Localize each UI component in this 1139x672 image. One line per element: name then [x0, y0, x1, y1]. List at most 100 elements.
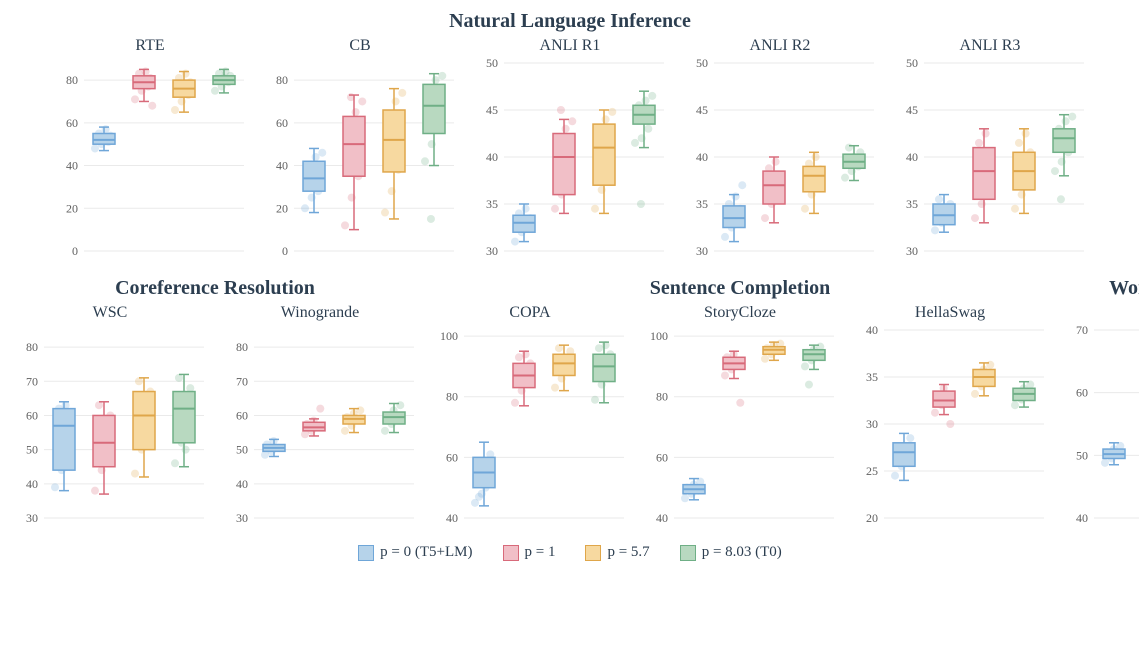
- section-title: Sentence Completion: [650, 277, 831, 300]
- panel-rte: RTE 020406080: [50, 37, 250, 257]
- figure-root: Natural Language Inference RTE 0 20 40 60 80…: [10, 10, 1130, 561]
- legend-label: p = 5.7: [607, 544, 649, 561]
- panel-svg-anli_r2: 3035404550: [680, 57, 880, 257]
- scatter-point: [681, 494, 689, 502]
- scatter-point: [1011, 205, 1019, 213]
- ytick-label: 50: [486, 57, 498, 70]
- scatter-point: [318, 149, 326, 157]
- ytick-label: 50: [1076, 448, 1088, 462]
- scatter-point: [568, 117, 576, 125]
- box: [803, 166, 825, 191]
- ytick-label: 35: [906, 197, 918, 211]
- section-block: Natural Language Inference RTE 0 20 40 60 80…: [50, 10, 1090, 267]
- scatter-point: [551, 384, 559, 392]
- ytick-label: 20: [66, 201, 78, 215]
- ytick-label: 60: [656, 450, 668, 464]
- panel-row: RTE 020406080 CB 020406080 ANLI R1 30354…: [50, 37, 1090, 257]
- scatter-point: [841, 174, 849, 182]
- scatter-point: [316, 405, 324, 413]
- ytick-label: 30: [236, 511, 248, 524]
- scatter-point: [931, 409, 939, 417]
- ytick-label: 0: [72, 244, 78, 257]
- panel-anli_r2: ANLI R2 3035404550: [680, 37, 880, 257]
- ytick-label: 50: [906, 57, 918, 70]
- ytick-label: 0: [282, 244, 288, 257]
- ytick-label: 40: [656, 511, 668, 524]
- scatter-point: [631, 139, 639, 147]
- scatter-point: [637, 200, 645, 208]
- scatter-point: [211, 87, 219, 95]
- scatter-point: [608, 108, 616, 116]
- scatter-point: [301, 204, 309, 212]
- panel-svg-anli_r1: 3035404550: [470, 57, 670, 257]
- ytick-label: 30: [906, 244, 918, 257]
- scatter-point: [171, 106, 179, 114]
- ytick-label: 45: [696, 103, 708, 117]
- scatter-point: [986, 361, 994, 369]
- scatter-point: [352, 108, 360, 116]
- ytick-label: 60: [26, 408, 38, 422]
- ytick-label: 20: [276, 201, 288, 215]
- legend: p = 0 (T5+LM) p = 1 p = 5.7 p = 8.03 (T0…: [10, 544, 1130, 561]
- panel-title: StoryCloze: [704, 304, 776, 322]
- scatter-point: [312, 153, 320, 161]
- legend-item-p0: p = 0 (T5+LM): [358, 544, 472, 561]
- scatter-point: [642, 97, 650, 105]
- ytick-label: 60: [66, 116, 78, 130]
- scatter-point: [906, 434, 914, 442]
- panel-svg-wic: 40506070: [1060, 324, 1139, 524]
- panel-title: ANLI R2: [750, 37, 811, 55]
- ytick-label: 35: [486, 197, 498, 211]
- panel-wic: WiC 40506070: [1060, 304, 1139, 524]
- legend-swatch: [358, 545, 374, 561]
- ytick-label: 25: [866, 464, 878, 478]
- scatter-point: [1101, 459, 1109, 467]
- scatter-point: [772, 158, 780, 166]
- panel-svg-winogrande: 304050607080: [220, 324, 420, 524]
- ytick-label: 50: [236, 443, 248, 457]
- panel-title: ANLI R1: [540, 37, 601, 55]
- panel-title: HellaSwag: [915, 304, 985, 322]
- section-title: Natural Language Inference: [449, 10, 691, 33]
- scatter-point: [91, 487, 99, 495]
- panel-svg-cb: 020406080: [260, 57, 460, 257]
- scatter-point: [591, 396, 599, 404]
- scatter-point: [971, 214, 979, 222]
- ytick-label: 35: [866, 370, 878, 384]
- ytick-label: 70: [1076, 324, 1088, 337]
- ytick-label: 40: [906, 150, 918, 164]
- render-target: Natural Language Inference RTE 0 20 40 60 80…: [10, 10, 1130, 561]
- scatter-point: [982, 130, 990, 138]
- ytick-label: 35: [696, 197, 708, 211]
- scatter-point: [935, 195, 943, 203]
- scatter-point: [475, 493, 483, 501]
- panel-title: RTE: [135, 37, 164, 55]
- ytick-label: 80: [276, 73, 288, 87]
- legend-item-p8: p = 8.03 (T0): [680, 544, 782, 561]
- panel-anli_r1: ANLI R1 3035404550: [470, 37, 670, 257]
- box: [933, 391, 955, 407]
- scatter-point: [91, 144, 99, 152]
- box: [133, 392, 155, 450]
- scatter-point: [421, 157, 429, 165]
- scatter-point: [971, 390, 979, 398]
- scatter-point: [801, 205, 809, 213]
- scatter-point: [341, 427, 349, 435]
- box: [763, 171, 785, 204]
- scatter-point: [1068, 113, 1076, 121]
- row-1: Natural Language Inference RTE 0 20 40 60 80…: [10, 10, 1130, 267]
- ytick-label: 80: [446, 390, 458, 404]
- section-title: Coreference Resolution: [115, 277, 315, 300]
- scatter-point: [131, 95, 139, 103]
- scatter-point: [931, 226, 939, 234]
- ytick-label: 100: [650, 329, 668, 343]
- ytick-label: 40: [26, 477, 38, 491]
- box: [423, 84, 445, 133]
- panel-wsc: WSC 304050607080: [10, 304, 210, 524]
- scatter-point: [438, 72, 446, 80]
- section-block: Sentence Completion COPA 406080100 Story…: [430, 277, 1050, 534]
- scatter-point: [1051, 167, 1059, 175]
- scatter-point: [975, 139, 983, 147]
- ytick-label: 40: [66, 159, 78, 173]
- scatter-point: [891, 472, 899, 480]
